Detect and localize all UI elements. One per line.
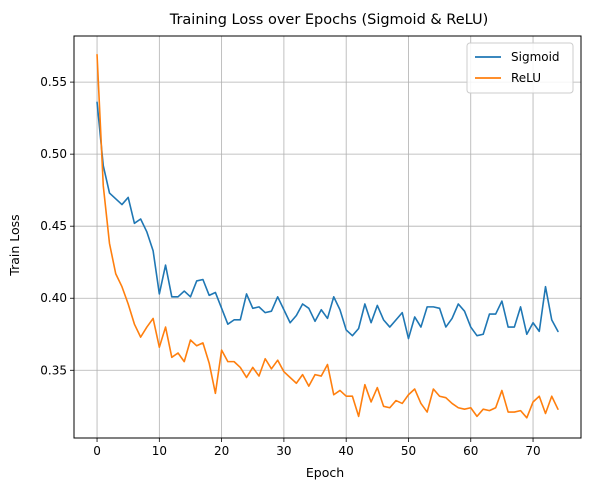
chart-title: Training Loss over Epochs (Sigmoid & ReL… (169, 12, 489, 28)
x-tick-label: 20 (214, 444, 229, 458)
tick-layer: 0 10 20 30 40 50 60 70 0.35 0.40 0.45 0.50 0.55 (40, 75, 540, 458)
y-tick-label: 0.40 (40, 291, 67, 305)
plot-frame (73, 35, 582, 439)
series-line-relu (96, 53, 559, 419)
x-tick-label: 60 (463, 444, 478, 458)
y-tick-label: 0.45 (40, 219, 67, 233)
x-tick-label: 10 (152, 444, 167, 458)
legend-box (466, 42, 574, 94)
y-axis-label: Train Loss (7, 214, 22, 276)
x-tick-label: 0 (93, 444, 101, 458)
x-tick-label: 40 (339, 444, 354, 458)
x-tick-label: 50 (401, 444, 416, 458)
y-tick-label: 0.55 (40, 75, 67, 89)
series-layer (96, 53, 559, 419)
x-axis-label: Epoch (306, 465, 344, 480)
grid-layer (74, 36, 581, 438)
y-tick-label: 0.50 (40, 147, 67, 161)
x-tick-label: 70 (525, 444, 540, 458)
legend: Sigmoid ReLU (466, 42, 574, 94)
legend-label-relu: ReLU (511, 71, 541, 85)
y-tick-label: 0.35 (40, 363, 67, 377)
series-line-sigmoid (96, 101, 559, 340)
legend-label-sigmoid: Sigmoid (511, 50, 560, 64)
x-tick-label: 30 (276, 444, 291, 458)
